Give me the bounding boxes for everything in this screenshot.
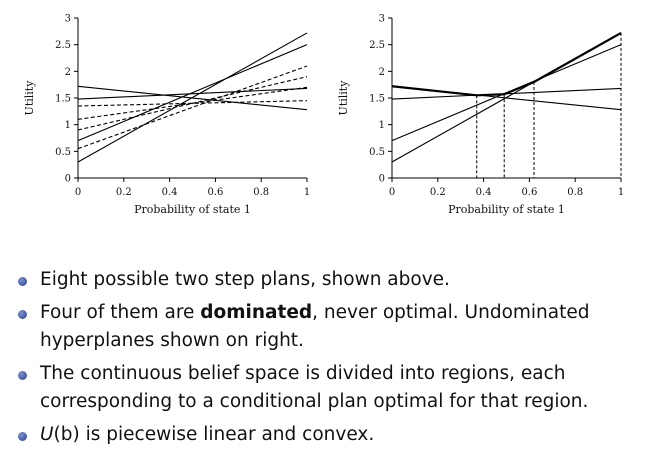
bullet-item-4: U(b) is piecewise linear and convex. (14, 421, 650, 449)
chart-left: 0 0.5 1 1.5 2 2.5 3 0 0.2 0.4 0.6 0.8 1 Probability o… (23, 14, 310, 217)
chart1-x-tick-label-2: 0.4 (162, 187, 178, 198)
chart2-y-tick-label-2: 1 (379, 120, 385, 131)
chart1-y-tick-label-6: 3 (65, 14, 71, 25)
bullet-text-2b: , never optimal. Undominated hyperplanes… (40, 302, 590, 351)
chart-right: 0 0.5 1 1.5 2 2.5 3 0 0.2 0.4 0.6 0.8 1 Probability o… (337, 14, 624, 217)
chart1-x-tick-label-1: 0.2 (116, 187, 132, 198)
charts-area: 0 0.5 1 1.5 2 2.5 3 0 0.2 0.4 0.6 0.8 1 Probability o… (23, 14, 624, 217)
chart1-x-tick-label-5: 1 (304, 187, 310, 198)
chart1-x-tick-label-3: 0.6 (207, 187, 223, 198)
bullet-math-u: U (40, 424, 54, 445)
chart1-x-tick-label-4: 0.8 (253, 187, 269, 198)
bullet-text-1: Eight possible two step plans, shown abo… (40, 269, 450, 290)
chart2-x-tick-label-2: 0.4 (476, 187, 492, 198)
chart1-x-tick-label-0: 0 (75, 187, 81, 198)
bullet-text-2a: Four of them are (40, 302, 201, 323)
bullet-math-arg: (b) (53, 424, 80, 445)
bullet-text-4: is piecewise linear and convex. (79, 424, 375, 445)
chart2-x-tick-label-3: 0.6 (521, 187, 537, 198)
bullet-item-2: Four of them are dominated, never optima… (14, 299, 650, 355)
chart1-y-tick-label-0: 0 (65, 174, 71, 185)
chart2-y-tick-label-4: 2 (379, 67, 385, 78)
chart1-x-axis-label: Probability of state 1 (134, 203, 251, 216)
chart2-x-tick-label-4: 0.8 (567, 187, 583, 198)
bullet-item-3: The continuous belief space is divided i… (14, 360, 650, 416)
chart1-plan-line-4 (77, 65, 308, 150)
bullet-icon (18, 371, 27, 380)
chart1-y-tick-label-4: 2 (65, 67, 71, 78)
chart2-y-axis-label: Utility (337, 80, 350, 116)
chart2-y-tick-label-5: 2.5 (369, 40, 385, 51)
bullet-text-2-bold: dominated (200, 302, 313, 323)
chart2-x-tick-label-1: 0.2 (430, 187, 446, 198)
chart2-x-tick-label-5: 1 (618, 187, 624, 198)
chart1-plan-line-5 (77, 76, 308, 131)
chart1-plan-line-7 (77, 100, 308, 107)
chart1-y-tick-label-5: 2.5 (55, 40, 71, 51)
bullet-item-1: Eight possible two step plans, shown abo… (14, 266, 650, 294)
chart2-y-tick-label-6: 3 (379, 14, 385, 25)
chart1-plan-line-1 (77, 44, 308, 142)
chart1-y-tick-label-3: 1.5 (55, 94, 71, 105)
bullet-list: Eight possible two step plans, shown abo… (14, 266, 650, 454)
chart2-y-tick-label-3: 1.5 (369, 94, 385, 105)
bullet-text-3: The continuous belief space is divided i… (40, 363, 589, 412)
chart2-y-tick-label-1: 0.5 (369, 147, 385, 158)
chart1-y-tick-label-1: 0.5 (55, 147, 71, 158)
chart1-y-tick-label-2: 1 (65, 120, 71, 131)
bullet-icon (18, 310, 27, 319)
chart2-x-tick-label-0: 0 (389, 187, 395, 198)
chart1-plan-line-3 (77, 87, 308, 100)
bullet-icon (18, 432, 27, 441)
chart2-y-tick-label-0: 0 (379, 174, 385, 185)
chart2-x-axis-label: Probability of state 1 (448, 203, 565, 216)
bullet-icon (18, 277, 27, 286)
chart1-y-axis-label: Utility (23, 80, 36, 116)
chart1-plan-line-2 (77, 85, 308, 111)
chart2-upper-envelope (391, 31, 622, 97)
